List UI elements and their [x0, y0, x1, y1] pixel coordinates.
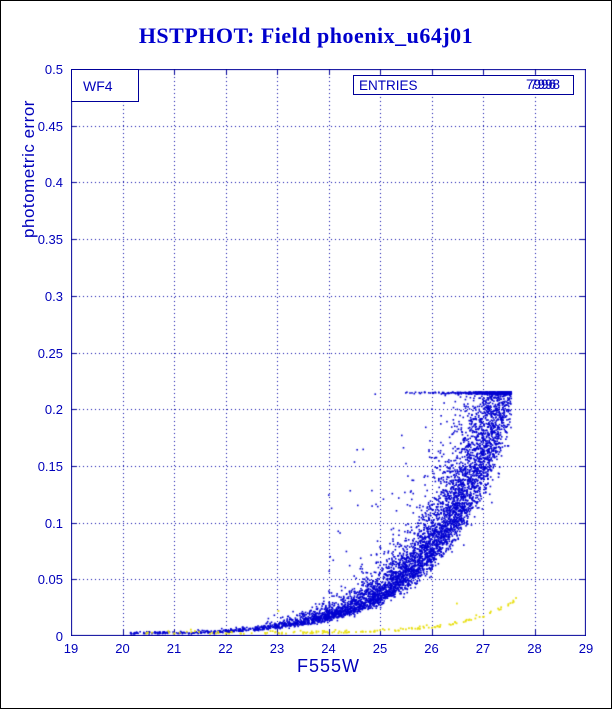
x-axis-label: F555W	[296, 656, 361, 676]
x-tick-label: 25	[372, 641, 388, 656]
panel-label: WF4	[83, 77, 113, 94]
y-tick-label: 0.5	[44, 62, 63, 77]
y-tick-label: 0.1	[44, 515, 63, 531]
y-tick-label: 0	[55, 629, 63, 644]
x-tick-label: 29	[578, 641, 594, 656]
x-tick-label: 21	[166, 641, 182, 656]
x-tick-label: 28	[527, 641, 542, 656]
x-tick-label: 27	[475, 641, 491, 656]
y-tick-label: 0.45	[37, 118, 63, 134]
x-tick-label: 22	[218, 641, 233, 656]
entries-box: ENTRIES 7996 7998	[353, 75, 574, 95]
chart-title: HSTPHOT: Field phoenix_u64j01	[138, 23, 474, 48]
x-tick-label: 19	[63, 641, 79, 656]
entries-label: ENTRIES	[359, 77, 418, 93]
y-tick-label: 0.4	[44, 175, 63, 191]
y-tick-label: 0.25	[37, 345, 63, 361]
y-tick-label: 0.2	[44, 402, 63, 418]
entries-value: 7996 7998	[514, 77, 560, 93]
x-tick-label: 20	[115, 641, 130, 656]
y-tick-label: 0.15	[37, 458, 63, 474]
x-tick-label: 23	[269, 641, 285, 656]
panel-label-box: WF4	[71, 69, 139, 102]
entries-value-primary: 7998	[529, 77, 560, 92]
scatter-plot-canvas	[71, 69, 586, 636]
x-tick-label: 24	[321, 641, 336, 656]
y-tick-label: 0.35	[37, 232, 63, 248]
y-tick-label: 0.3	[44, 288, 63, 304]
x-tick-label: 26	[424, 641, 439, 656]
entries-value-secondary: 7996	[525, 77, 556, 92]
y-tick-label: 0.05	[37, 572, 63, 588]
